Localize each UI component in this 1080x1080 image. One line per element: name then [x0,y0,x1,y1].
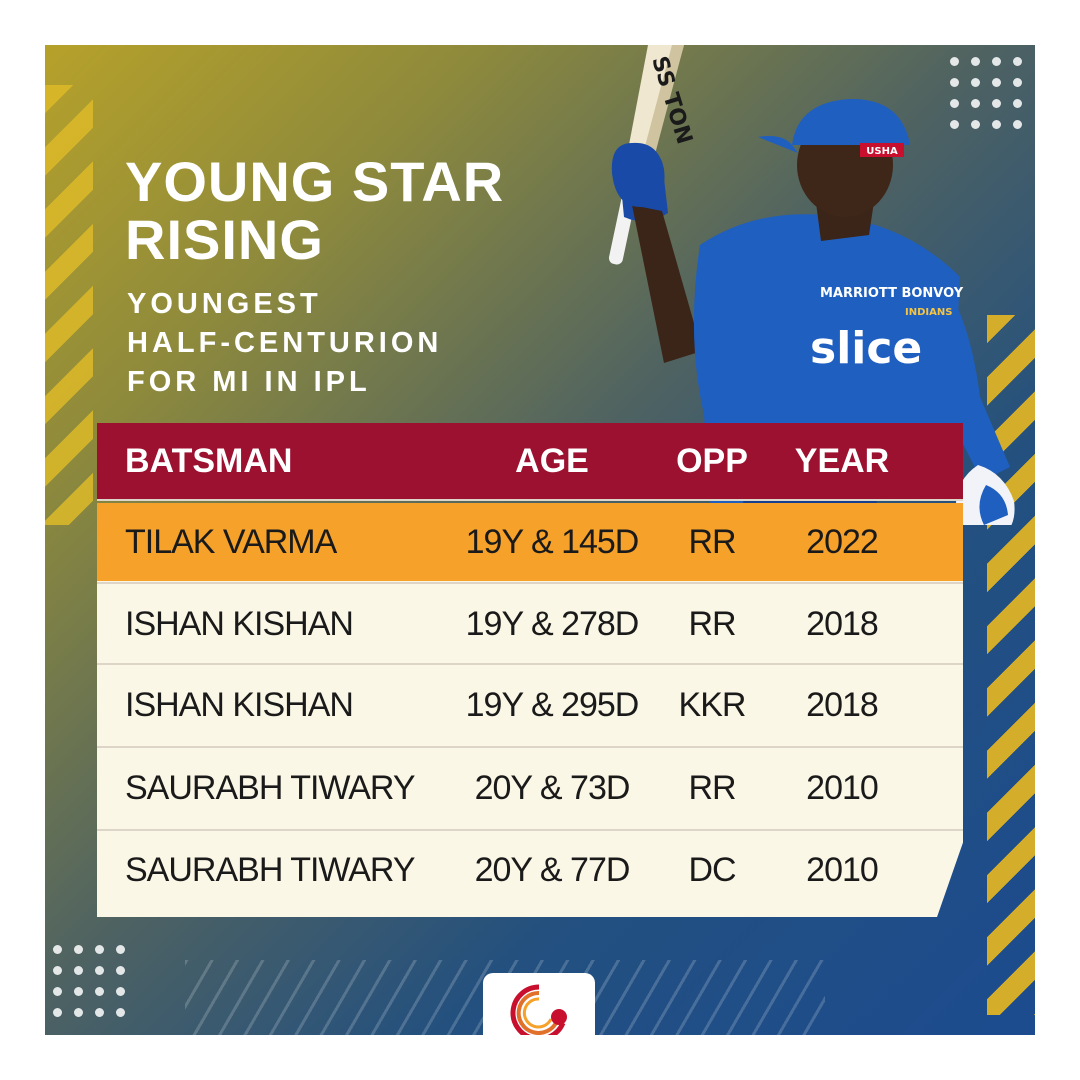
cell-opp: RR [688,604,736,643]
subheadline: YOUNGEST HALF-CENTURION FOR MI IN IPL [127,285,442,402]
cell-year: 2010 [806,850,879,889]
table-row: ISHAN KISHAN 19Y & 278D RR 2018 [97,585,963,663]
header-batsman: BATSMAN [125,441,293,480]
cell-opp: RR [688,522,736,561]
graphic-frame: YOUNG STAR RISING YOUNGEST HALF-CENTURIO… [45,45,1035,1035]
cell-batsman: ISHAN KISHAN [125,685,354,724]
subheadline-line-3: FOR MI IN IPL [127,366,371,398]
header-opp: OPP [676,441,748,480]
row-divider [97,663,963,665]
cell-batsman: ISHAN KISHAN [125,604,354,643]
cell-year: 2010 [806,768,879,807]
cricket-ball-logo-icon [510,984,567,1035]
row-divider [97,582,963,584]
cell-year: 2018 [806,604,879,643]
stats-table: BATSMAN AGE OPP YEAR TILAK VARMA 19Y & 1… [97,423,963,917]
cell-opp: KKR [678,685,747,724]
cell-age: 19Y & 145D [465,522,640,561]
header-year: YEAR [794,441,890,480]
table-row: TILAK VARMA 19Y & 145D RR 2022 [97,503,963,581]
cell-batsman: TILAK VARMA [125,522,337,561]
cell-year: 2018 [806,685,879,724]
cell-opp: RR [688,768,736,807]
decor-dots-bottom [53,945,125,1017]
subheadline-line-2: HALF-CENTURION [127,327,443,359]
cell-opp: DC [688,850,736,889]
headline: YOUNG STAR RISING [125,153,504,269]
table-row: ISHAN KISHAN 19Y & 295D KKR 2018 [97,666,963,744]
row-divider [97,829,963,831]
decor-dots-top [950,57,1022,129]
decor-stripes-left [45,85,93,525]
row-divider [97,746,963,748]
cell-age: 19Y & 278D [465,604,640,643]
jersey-sponsor-top: MARRIOTT BONVOY [820,286,964,301]
table-row: SAURABH TIWARY 20Y & 77D DC 2010 [97,831,963,909]
cell-age: 20Y & 73D [474,768,631,807]
cell-batsman: SAURABH TIWARY [125,850,416,889]
table-row: SAURABH TIWARY 20Y & 73D RR 2010 [97,749,963,827]
cap-sponsor-label: USHA [866,146,898,157]
brand-logo-tab [483,973,595,1035]
decor-stripes-right [987,315,1035,1015]
cell-age: 20Y & 77D [474,850,631,889]
header-age: AGE [515,441,589,480]
headline-line-1: YOUNG STAR [125,150,505,213]
jersey-main-sponsor: slice [810,323,922,374]
jersey-team-badge: INDIANS [905,307,952,318]
headline-line-2: RISING [125,208,324,271]
subheadline-line-1: YOUNGEST [127,288,322,320]
cell-year: 2022 [806,522,879,561]
cell-age: 19Y & 295D [465,685,640,724]
table-header: BATSMAN AGE OPP YEAR [97,423,963,499]
cell-batsman: SAURABH TIWARY [125,768,416,807]
row-divider [97,499,963,501]
